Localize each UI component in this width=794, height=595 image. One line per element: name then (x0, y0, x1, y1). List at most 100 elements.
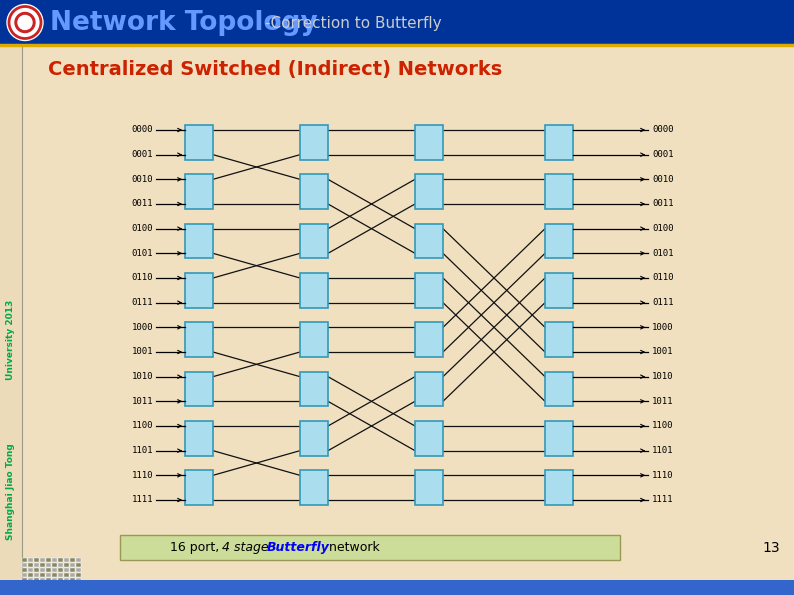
Bar (415, 224, 443, 258)
Circle shape (18, 15, 32, 30)
Bar (415, 273, 443, 308)
Bar (415, 372, 443, 406)
Text: 0001: 0001 (132, 150, 153, 159)
Text: 1111: 1111 (652, 496, 673, 505)
Text: 1100: 1100 (132, 421, 153, 431)
Text: 0110: 0110 (132, 274, 153, 283)
Bar (545, 224, 573, 258)
Bar (0, 45, 22, 595)
Bar (46, 578, 51, 582)
Bar (185, 372, 213, 406)
Text: network: network (325, 541, 380, 554)
Bar (76, 558, 81, 562)
Bar (545, 372, 573, 406)
Bar (120, 535, 620, 560)
Bar (40, 568, 45, 572)
Bar (415, 470, 443, 505)
Bar (52, 578, 57, 582)
Bar (58, 568, 63, 572)
Text: 0111: 0111 (652, 298, 673, 307)
Text: 1010: 1010 (132, 372, 153, 381)
Bar (300, 125, 328, 159)
Bar (545, 125, 573, 159)
Text: University 2013: University 2013 (6, 300, 16, 380)
Text: 0010: 0010 (132, 175, 153, 184)
Bar (28, 558, 33, 562)
Bar (300, 224, 328, 258)
Bar (34, 578, 39, 582)
Bar (46, 573, 51, 577)
Text: 0100: 0100 (132, 224, 153, 233)
Bar (70, 563, 75, 567)
Text: 1100: 1100 (652, 421, 673, 431)
Text: 1011: 1011 (132, 397, 153, 406)
Text: 1101: 1101 (652, 446, 673, 455)
Bar (64, 578, 69, 582)
Circle shape (7, 5, 43, 40)
Bar (40, 578, 45, 582)
Bar (300, 421, 328, 456)
Bar (76, 573, 81, 577)
Bar (52, 568, 57, 572)
Bar (34, 568, 39, 572)
Bar (70, 568, 75, 572)
Text: 1001: 1001 (652, 347, 673, 356)
Text: 13: 13 (762, 540, 780, 555)
Bar (70, 573, 75, 577)
Text: 0000: 0000 (652, 126, 673, 134)
Text: -Correction to Butterfly: -Correction to Butterfly (265, 16, 441, 31)
Text: 0111: 0111 (132, 298, 153, 307)
Text: 0101: 0101 (132, 249, 153, 258)
Bar (70, 578, 75, 582)
Text: 16 port,: 16 port, (170, 541, 223, 554)
Bar (545, 322, 573, 357)
Bar (300, 174, 328, 209)
Bar (52, 558, 57, 562)
Bar (185, 273, 213, 308)
Bar (64, 558, 69, 562)
Bar (300, 322, 328, 357)
Text: 0101: 0101 (652, 249, 673, 258)
Bar (76, 563, 81, 567)
Bar (28, 573, 33, 577)
Text: 1000: 1000 (132, 323, 153, 332)
Bar (415, 322, 443, 357)
Bar (22, 578, 27, 582)
Bar (545, 174, 573, 209)
Bar (185, 224, 213, 258)
Bar (46, 563, 51, 567)
Bar (185, 174, 213, 209)
Bar (0, 580, 794, 595)
Bar (22, 568, 27, 572)
Bar (22, 573, 27, 577)
Bar (70, 558, 75, 562)
Text: 0100: 0100 (652, 224, 673, 233)
Text: 0110: 0110 (652, 274, 673, 283)
Bar (34, 573, 39, 577)
Bar (185, 421, 213, 456)
Bar (22, 563, 27, 567)
Bar (300, 372, 328, 406)
Bar (0, 0, 794, 45)
Bar (64, 563, 69, 567)
Text: 1010: 1010 (652, 372, 673, 381)
Bar (40, 573, 45, 577)
Circle shape (15, 12, 35, 33)
Bar (76, 578, 81, 582)
Bar (58, 563, 63, 567)
Bar (545, 470, 573, 505)
Bar (300, 470, 328, 505)
Bar (34, 563, 39, 567)
Bar (415, 421, 443, 456)
Text: Shanghai Jiao Tong: Shanghai Jiao Tong (6, 443, 16, 540)
Bar (52, 563, 57, 567)
Bar (46, 568, 51, 572)
Bar (28, 568, 33, 572)
Bar (58, 578, 63, 582)
Bar (185, 470, 213, 505)
Bar (58, 558, 63, 562)
Bar (76, 568, 81, 572)
Text: 0011: 0011 (652, 199, 673, 208)
Text: 0010: 0010 (652, 175, 673, 184)
Bar (415, 125, 443, 159)
